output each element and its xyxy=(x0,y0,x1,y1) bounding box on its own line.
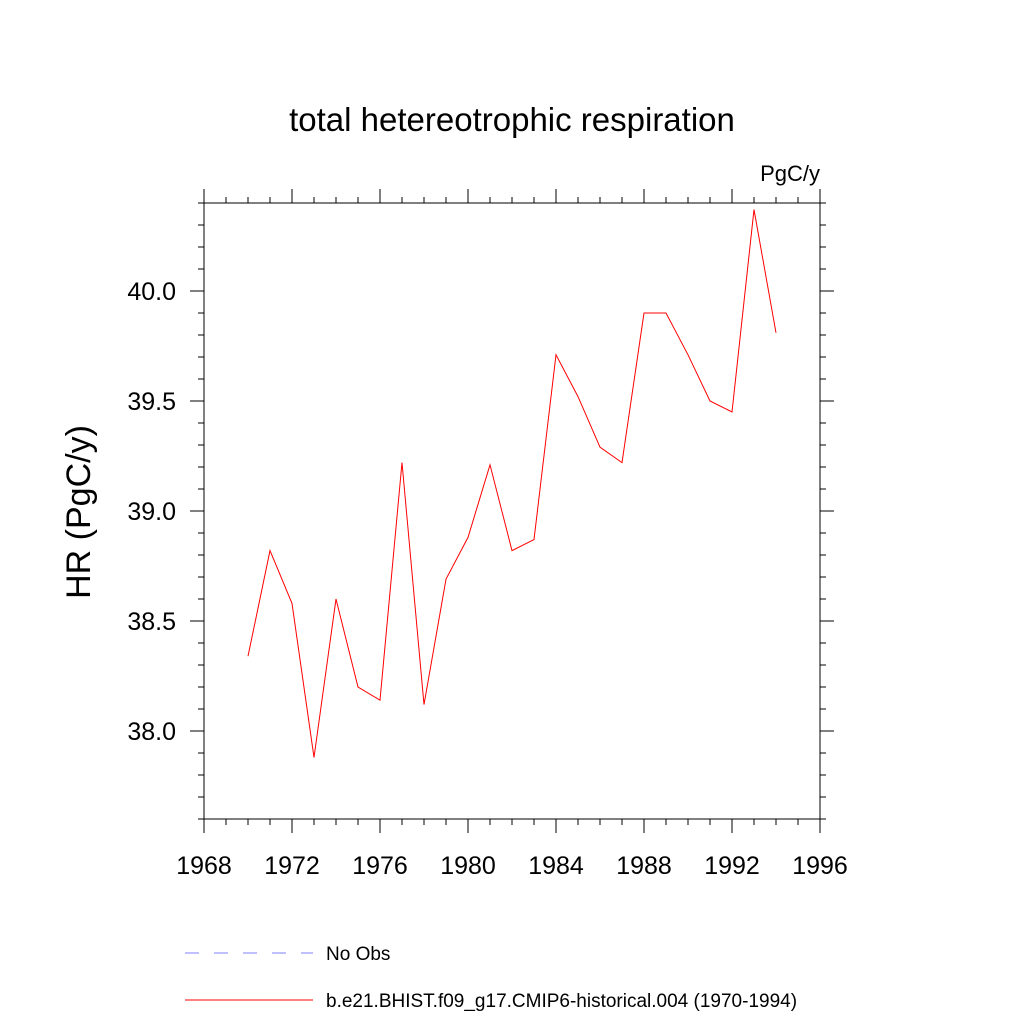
y-tick-label: 38.0 xyxy=(127,718,176,746)
plot-frame xyxy=(203,202,821,820)
y-tick-label: 40.0 xyxy=(127,278,176,306)
series-lines xyxy=(247,209,777,758)
x-tick-label: 1976 xyxy=(352,852,408,880)
x-tick-label: 1984 xyxy=(528,852,584,880)
chart-title: total hetereotrophic respiration xyxy=(289,101,735,138)
x-tick-label: 1996 xyxy=(792,852,848,880)
y-axis-label: HR (PgC/y) xyxy=(60,425,98,599)
y-tick-label: 38.5 xyxy=(127,608,176,636)
legend-label: No Obs xyxy=(326,944,390,965)
units-label: PgC/y xyxy=(760,161,820,186)
x-tick-label: 1968 xyxy=(176,852,232,880)
x-tick-label: 1980 xyxy=(440,852,496,880)
legend: No Obs b.e21.BHIST.f09_g17.CMIP6-historic… xyxy=(185,944,797,1012)
y-tick-label: 39.5 xyxy=(127,388,176,416)
axis-ticks xyxy=(190,189,834,833)
x-tick-label: 1988 xyxy=(616,852,672,880)
axis-tick-labels: 1968 1972 1976 1980 1984 1988 1992 1996 38.0 38.5… xyxy=(127,278,847,880)
y-tick-label: 39.0 xyxy=(127,498,176,526)
x-tick-label: 1972 xyxy=(264,852,320,880)
x-tick-label: 1992 xyxy=(704,852,760,880)
series-line xyxy=(247,209,777,758)
legend-label: b.e21.BHIST.f09_g17.CMIP6-historical.004… xyxy=(326,991,797,1012)
